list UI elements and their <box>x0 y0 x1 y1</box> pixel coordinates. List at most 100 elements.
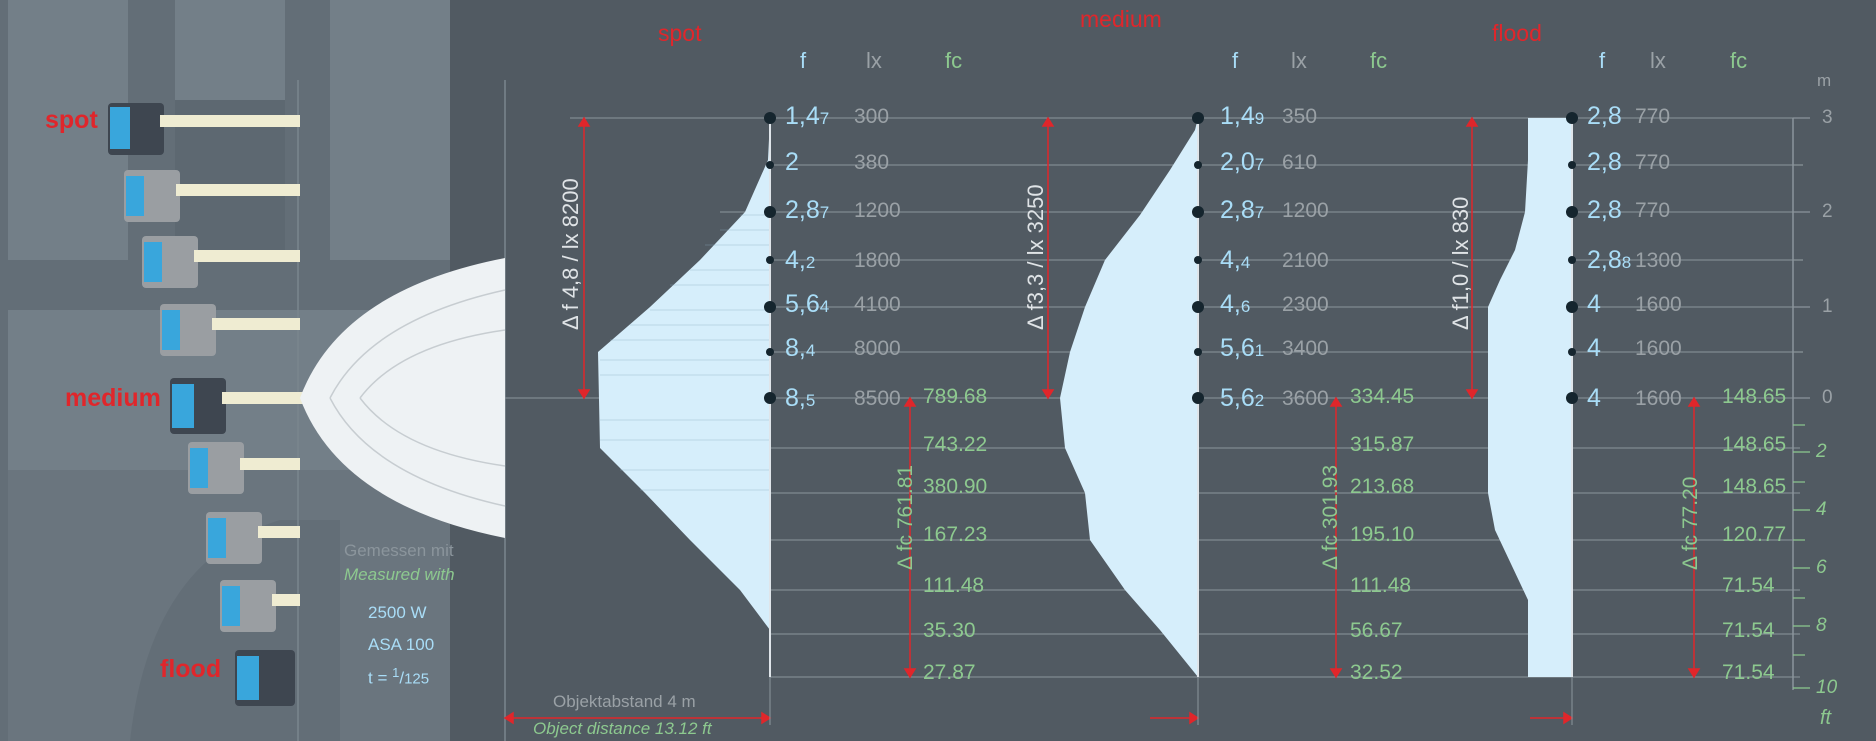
fc-value: 111.48 <box>1350 574 1412 597</box>
f-stop-main: 4, <box>1220 290 1241 318</box>
column-header-f: f <box>1599 48 1606 73</box>
axis-tick-ft: 10 <box>1816 677 1838 698</box>
lamp-spot <box>108 103 300 155</box>
fc-value: 32.52 <box>1350 661 1403 684</box>
axis-tick-m: 1 <box>1822 296 1833 317</box>
fc-value: 380.90 <box>923 475 988 498</box>
f-stop-value: 4 <box>1587 292 1601 317</box>
lamp-flood <box>235 650 295 706</box>
f-stop-main: 2,8 <box>1587 196 1622 224</box>
lux-value: 1200 <box>1282 199 1329 222</box>
delta-f-label: Δ f 4,8 / lx 8200 <box>558 178 583 330</box>
lux-value: 770 <box>1635 151 1671 174</box>
lux-value: 610 <box>1282 151 1318 174</box>
lux-value: 8500 <box>854 387 901 410</box>
fc-value: 315.87 <box>1350 433 1415 456</box>
column-header-fc: fc <box>945 48 963 73</box>
column-header-lx: lx <box>1291 48 1307 73</box>
axis-tick-ft: 6 <box>1816 557 1827 578</box>
axis-tick-ft: 2 <box>1816 441 1827 462</box>
column-header-fc: fc <box>1370 48 1388 73</box>
flood-beam-profile <box>1488 118 1572 677</box>
fc-value: 743.22 <box>923 433 988 456</box>
f-stop-main: 1,4 <box>1220 102 1255 130</box>
medium-beam-profile <box>1060 118 1198 677</box>
lux-value: 1600 <box>1635 293 1682 316</box>
lamp-7 <box>206 512 300 564</box>
f-stop-sub: 7 <box>819 203 830 222</box>
column-header-lx: lx <box>866 48 882 73</box>
f-stop-main: 5,6 <box>785 290 820 318</box>
panel-title: spot <box>658 20 702 46</box>
beam-cone <box>300 258 505 538</box>
f-stop-sub: 4 <box>805 341 816 360</box>
f-stop-main: 5,6 <box>1220 334 1255 362</box>
f-stop-sub: 4 <box>1240 253 1251 272</box>
f-stop-value: 5,62 <box>1220 386 1264 411</box>
lux-value: 300 <box>854 105 890 128</box>
f-stop-main: 2,0 <box>1220 148 1255 176</box>
f-stop-sub: 6 <box>1240 297 1251 316</box>
object-distance-de: Objektabstand 4 m <box>553 692 696 711</box>
f-stop-main: 8, <box>785 384 806 412</box>
lamp-3 <box>142 236 300 288</box>
f-stop-sub: 1 <box>1254 341 1265 360</box>
lamp-6 <box>188 442 300 494</box>
f-stop-main: 2,8 <box>1587 148 1622 176</box>
delta-f-label: Δ f1,0 / lx 830 <box>1448 196 1473 330</box>
f-stop-sub: 9 <box>1254 109 1265 128</box>
axis-unit-m: m <box>1817 71 1832 90</box>
lux-value: 350 <box>1282 105 1318 128</box>
axis-tick-ft: 4 <box>1816 499 1827 520</box>
f-stop-sub: 7 <box>819 109 830 128</box>
delta-fc-label: Δ fc 301.93 <box>1319 464 1342 570</box>
object-distance-en: Object distance 13.12 ft <box>533 719 712 738</box>
lamp-2 <box>124 170 300 222</box>
f-stop-value: 4,4 <box>1220 248 1250 273</box>
f-stop-value: 4 <box>1587 336 1601 361</box>
f-stop-main: 2,8 <box>1587 246 1622 274</box>
f-stop-value: 2,87 <box>785 198 829 223</box>
fc-value: 148.65 <box>1722 475 1787 498</box>
f-stop-sub: 5 <box>805 391 816 410</box>
f-stop-sub: 7 <box>1254 203 1265 222</box>
f-stop-value: 2,8 <box>1587 104 1622 129</box>
lux-value: 3600 <box>1282 387 1329 410</box>
f-stop-sub: 4 <box>819 297 830 316</box>
lux-value: 380 <box>854 151 890 174</box>
fc-value: 195.10 <box>1350 523 1415 546</box>
fc-value: 120.77 <box>1722 523 1787 546</box>
f-stop-main: 8, <box>785 334 806 362</box>
fc-value: 56.67 <box>1350 619 1403 642</box>
f-stop-value: 4,2 <box>785 248 815 273</box>
f-stop-value: 5,64 <box>785 292 829 317</box>
f-stop-value: 2,8 <box>1587 150 1622 175</box>
delta-fc-label: Δ fc 77.20 <box>1679 476 1702 570</box>
lamp-label-flood: flood <box>160 655 222 683</box>
lux-value: 770 <box>1635 105 1671 128</box>
lux-value: 2100 <box>1282 249 1329 272</box>
f-stop-main: 4, <box>1220 246 1241 274</box>
measured-de: Gemessen mit <box>344 541 454 560</box>
lux-value: 3400 <box>1282 337 1329 360</box>
f-stop-main: 4 <box>1587 290 1601 318</box>
panel-title: flood <box>1492 20 1542 46</box>
asa-value: ASA 100 <box>368 635 435 654</box>
spot-beam-profile <box>598 118 770 677</box>
f-stop-value: 5,61 <box>1220 336 1264 361</box>
axis-unit-ft: ft <box>1820 707 1832 729</box>
axis-tick-m: 2 <box>1822 201 1833 222</box>
f-stop-main: 2,8 <box>785 196 820 224</box>
column-header-fc: fc <box>1730 48 1748 73</box>
lamp-8 <box>220 580 300 632</box>
lux-value: 1600 <box>1635 337 1682 360</box>
f-stop-value: 4 <box>1587 386 1601 411</box>
f-stop-value: 2 <box>785 150 799 175</box>
delta-f-label: Δ f3,3 / lx 3250 <box>1023 184 1048 330</box>
f-stop-value: 1,47 <box>785 104 829 129</box>
lux-value: 1800 <box>854 249 901 272</box>
panel-title: medium <box>1080 6 1162 32</box>
f-stop-main: 2 <box>785 148 799 176</box>
column-header-lx: lx <box>1650 48 1666 73</box>
column-header-f: f <box>800 48 807 73</box>
